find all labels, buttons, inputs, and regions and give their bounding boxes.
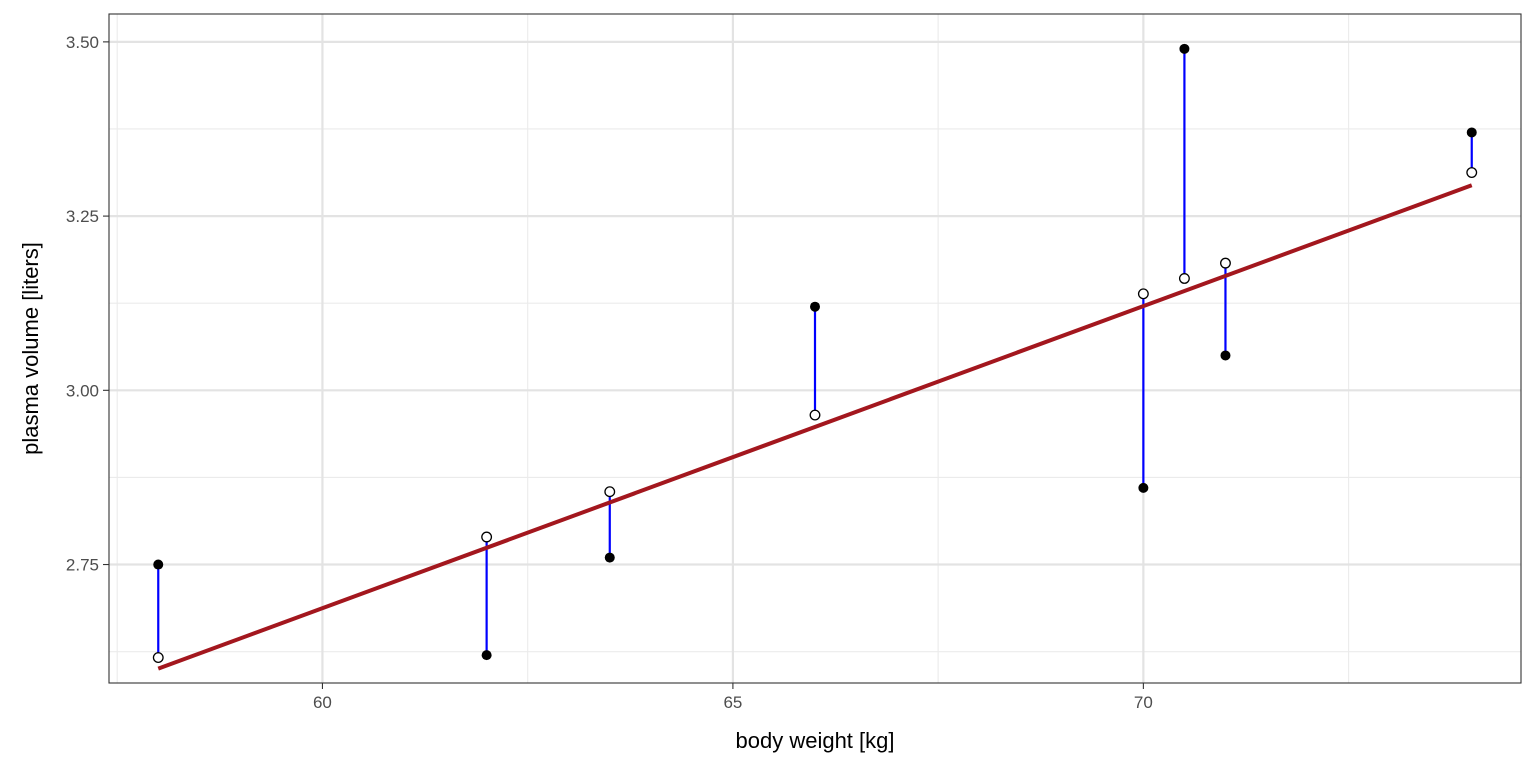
fitted-point [1466,167,1478,178]
y-axis: 2.75 3.00 3.25 3.50 [66,33,109,575]
fitted-point [481,531,493,543]
observed-point [153,559,164,570]
plot-border [108,13,1522,684]
observed-point [1179,43,1190,54]
fitted-point [604,486,616,498]
observed-point [1138,482,1149,493]
x-axis: 60 65 70 [313,683,1153,712]
fitted-point [1178,273,1190,284]
residual-segments [157,48,1473,658]
observed-point [604,552,615,563]
fitted-point [152,652,164,664]
fitted-point [1220,257,1231,269]
x-axis-title: body weight [kg] [736,728,895,753]
observed-point [1220,350,1231,361]
fitted-point [1137,288,1149,300]
y-tick-label: 3.00 [66,381,99,400]
y-tick-label: 3.25 [66,207,99,226]
y-tick-label: 2.75 [66,556,99,575]
observed-point [481,650,492,661]
fitted-point [809,409,821,421]
x-tick-label: 60 [313,693,332,712]
y-tick-label: 3.50 [66,33,99,52]
observed-point [1466,127,1477,138]
observed-point [810,301,820,312]
x-tick-label: 70 [1134,693,1153,712]
data-points [152,43,1478,664]
y-axis-title: plasma volume [liters] [18,242,43,455]
x-tick-label: 65 [723,693,742,712]
regression-line [157,183,1473,671]
